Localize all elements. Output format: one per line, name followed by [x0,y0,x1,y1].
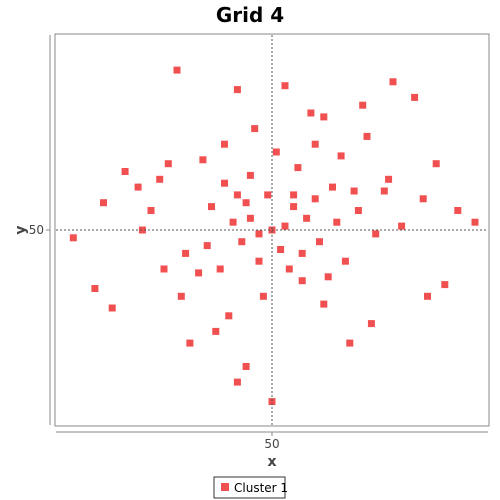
data-point [290,203,297,210]
data-point [398,223,405,230]
data-point [299,277,306,284]
x-axis-label: x [267,454,276,470]
data-point [320,301,327,308]
data-point [273,149,280,156]
data-point [290,191,297,198]
data-point [342,258,349,265]
data-point [135,184,142,191]
data-point [204,242,211,249]
data-point [454,207,461,214]
data-point [161,266,168,273]
legend-swatch [221,483,229,491]
data-point [260,293,267,300]
data-point [420,195,427,202]
data-point [355,207,362,214]
y-tick-label: 50 [29,223,44,237]
data-point [91,285,98,292]
data-point [70,234,77,241]
data-point [243,363,250,370]
data-point [282,223,289,230]
data-point [433,160,440,167]
data-point [251,125,258,132]
chart-title: Grid 4 [216,3,284,27]
data-point [312,195,319,202]
data-point [277,246,284,253]
data-point [221,180,228,187]
data-point [424,293,431,300]
x-tick-label: 50 [264,437,279,451]
data-point [359,102,366,109]
data-point [256,258,263,265]
data-point [320,113,327,120]
data-point [299,250,306,257]
data-point [325,273,332,280]
data-point [333,219,340,226]
data-point [411,94,418,101]
data-point [230,219,237,226]
data-point [316,238,323,245]
data-point [212,328,219,335]
data-point [234,86,241,93]
data-point [307,110,314,117]
data-point [178,293,185,300]
data-point [247,215,254,222]
data-point [303,215,310,222]
legend-entry: Cluster 1 [234,481,288,495]
y-axis-label: y [13,225,29,234]
data-point [441,281,448,288]
legend: Cluster 1 [214,477,288,498]
data-point [148,207,155,214]
data-point [282,82,289,89]
data-point [247,172,254,179]
data-point [165,160,172,167]
data-point [364,133,371,140]
data-point [195,269,202,276]
data-point [186,340,193,347]
data-point [390,78,397,85]
data-point [381,188,388,195]
data-point [312,141,319,148]
data-point [243,199,250,206]
data-point [221,141,228,148]
data-point [199,156,206,163]
data-point [109,305,116,312]
data-point [385,176,392,183]
data-point [238,238,245,245]
data-point [368,320,375,327]
data-point [122,168,129,175]
data-point [225,312,232,319]
data-point [256,230,263,237]
data-point [346,340,353,347]
data-point [217,266,224,273]
data-point [234,191,241,198]
data-point [329,184,336,191]
data-point [472,219,479,226]
data-point [174,67,181,74]
data-point [156,176,163,183]
data-point [351,188,358,195]
data-point [182,250,189,257]
data-point [372,230,379,237]
data-point [286,266,293,273]
data-point [264,191,271,198]
data-point [294,164,301,171]
data-point [338,152,345,159]
data-point [208,203,215,210]
data-point [100,199,107,206]
data-point [234,379,241,386]
